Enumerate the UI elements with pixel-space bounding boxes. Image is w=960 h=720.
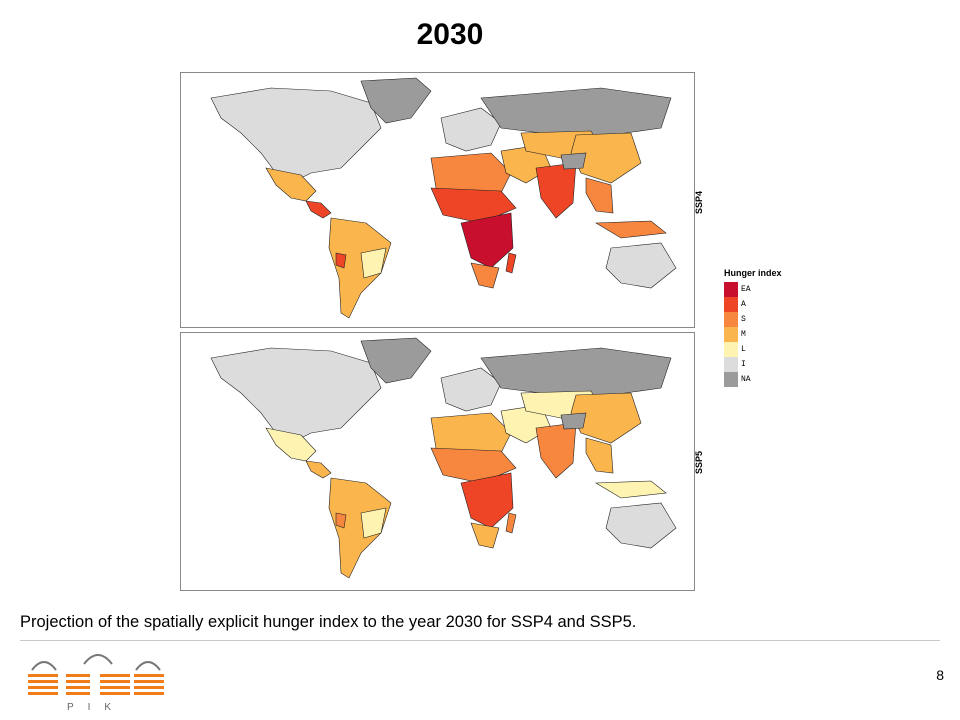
logo-text: PIK	[66, 702, 126, 713]
world-map-ssp5	[210, 337, 677, 579]
greenland	[360, 77, 432, 124]
footer-divider	[20, 640, 940, 641]
tibet	[560, 412, 587, 430]
legend-item: L	[724, 342, 804, 357]
map-panel-ssp4	[180, 72, 695, 328]
indonesia	[594, 220, 667, 239]
southeast-asia	[585, 177, 614, 214]
southern-africa	[470, 262, 500, 289]
scenario-label-ssp4: SSP4	[694, 190, 704, 214]
china	[570, 132, 642, 184]
tibet	[560, 152, 587, 170]
legend-item: M	[724, 327, 804, 342]
slide-title: 2030	[416, 18, 484, 51]
legend-item: EA	[724, 282, 804, 297]
legend-label: S	[741, 315, 746, 324]
legend-label: I	[741, 360, 746, 369]
legend-swatch	[724, 372, 738, 387]
logo-arc-center	[83, 654, 113, 665]
legend-items: EA A S M L I NA	[724, 282, 804, 387]
map-panel-ssp5	[180, 332, 695, 591]
north-america	[210, 347, 382, 444]
north-america	[210, 87, 382, 184]
legend-label: M	[741, 330, 746, 339]
madagascar	[505, 252, 517, 274]
logo-stripes	[28, 674, 164, 695]
greenland	[360, 337, 432, 384]
legend-label: A	[741, 300, 746, 309]
legend-swatch	[724, 282, 738, 297]
legend-item: A	[724, 297, 804, 312]
south-america	[328, 477, 392, 579]
world-map-ssp4	[210, 77, 677, 319]
europe	[440, 107, 502, 152]
central-america	[305, 200, 332, 219]
indonesia	[594, 480, 667, 499]
legend-swatch	[724, 312, 738, 327]
legend-item: S	[724, 312, 804, 327]
central-america	[305, 460, 332, 479]
central-africa	[460, 472, 514, 529]
legend-item: I	[724, 357, 804, 372]
central-africa	[460, 212, 514, 269]
legend-title: Hunger index	[724, 268, 782, 278]
southern-africa	[470, 522, 500, 549]
brazil-south	[360, 247, 387, 279]
legend: Hunger index EA A S M L I NA	[724, 268, 804, 387]
australia	[605, 242, 677, 289]
legend-swatch	[724, 297, 738, 312]
brazil-south	[360, 507, 387, 539]
legend-swatch	[724, 357, 738, 372]
south-america	[328, 217, 392, 319]
madagascar	[505, 512, 517, 534]
page-number: 8	[936, 667, 944, 683]
russia	[480, 347, 672, 396]
pik-logo	[28, 654, 164, 695]
legend-label: NA	[741, 375, 751, 384]
caption: Projection of the spatially explicit hun…	[20, 613, 637, 631]
southeast-asia	[585, 437, 614, 474]
europe	[440, 367, 502, 412]
legend-label: EA	[741, 285, 751, 294]
andes-red	[335, 252, 347, 269]
legend-swatch	[724, 342, 738, 357]
logo-arc-left	[31, 661, 57, 671]
legend-swatch	[724, 327, 738, 342]
logo-arc-right	[135, 661, 161, 671]
scenario-label-ssp5: SSP5	[694, 450, 704, 474]
legend-label: L	[741, 345, 746, 354]
china	[570, 392, 642, 444]
russia	[480, 87, 672, 136]
legend-item: NA	[724, 372, 804, 387]
australia	[605, 502, 677, 549]
india	[535, 162, 577, 219]
andes	[335, 512, 347, 529]
india	[535, 422, 577, 479]
